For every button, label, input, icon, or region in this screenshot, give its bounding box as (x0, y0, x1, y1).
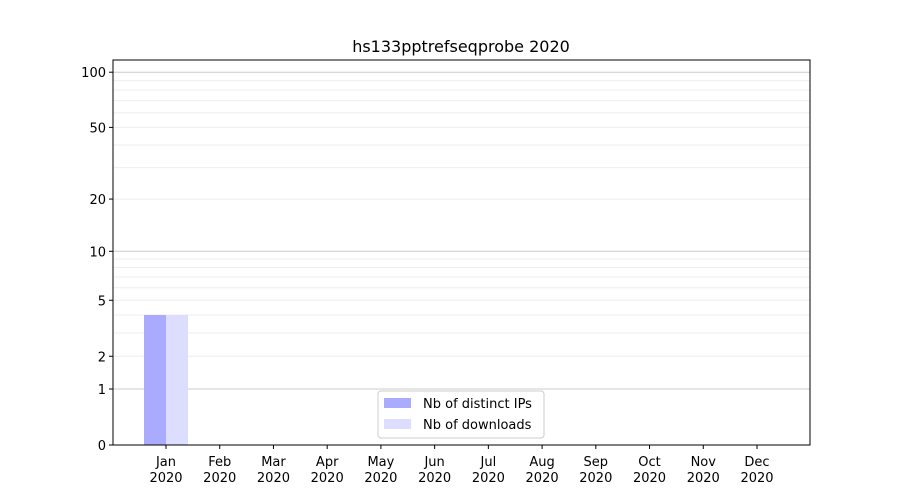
y-tick-label: 20 (89, 193, 106, 208)
y-tick-label: 5 (98, 294, 106, 309)
x-tick-label: Jun 2020 (418, 455, 451, 486)
x-tick-label: Oct 2020 (633, 455, 666, 486)
x-tick-label: Dec 2020 (740, 455, 773, 486)
x-tick-label: May 2020 (364, 455, 397, 486)
x-tick-label: Feb 2020 (203, 455, 236, 486)
legend-label: Nb of downloads (423, 418, 532, 433)
y-tick-label: 100 (81, 66, 106, 81)
x-tick-label: Apr 2020 (311, 455, 344, 486)
y-tick-label: 0 (98, 439, 106, 454)
legend-swatch (384, 419, 411, 429)
legend-swatch (384, 398, 411, 408)
chart-title: hs133pptrefseqprobe 2020 (352, 37, 570, 56)
bar-distinct-ips (144, 314, 166, 445)
x-tick-label: Sep 2020 (579, 455, 612, 486)
x-tick-label: Aug 2020 (526, 455, 559, 486)
x-tick-label: Jul 2020 (472, 455, 505, 486)
plot-frame (112, 59, 811, 446)
y-tick-label: 2 (98, 350, 106, 365)
legend: Nb of distinct IPs Nb of downloads (377, 390, 545, 439)
legend-box (377, 390, 545, 439)
y-tick-label: 1 (98, 383, 106, 398)
legend-label: Nb of distinct IPs (423, 397, 532, 412)
x-tick-label: Jan 2020 (149, 455, 182, 486)
x-tick-label: Nov 2020 (687, 455, 720, 486)
y-tick-label: 10 (89, 245, 106, 260)
y-tick-label: 50 (89, 121, 106, 136)
x-tick-label: Mar 2020 (257, 455, 290, 486)
bar-downloads (166, 314, 188, 445)
